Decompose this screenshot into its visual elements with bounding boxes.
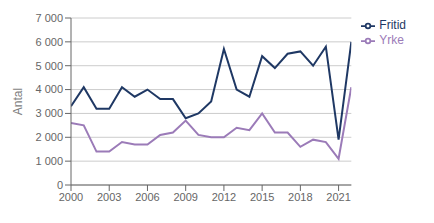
svg-text:6 000: 6 000 [35,36,63,48]
svg-text:7 000: 7 000 [35,12,63,24]
svg-text:2003: 2003 [97,191,121,203]
svg-text:2015: 2015 [250,191,274,203]
svg-text:2012: 2012 [212,191,236,203]
html-text:Fritid: Fritid [379,18,406,32]
svg-text:1 000: 1 000 [35,155,63,167]
svg-text:Antal: Antal [11,88,25,115]
svg-text:4 000: 4 000 [35,83,63,95]
svg-text:2 000: 2 000 [35,131,63,143]
svg-text:3 000: 3 000 [35,107,63,119]
svg-text:2009: 2009 [173,191,197,203]
html-text:Yrke: Yrke [379,32,404,47]
svg-text:2000: 2000 [59,191,83,203]
svg-text:2021: 2021 [326,191,350,203]
svg-text:2018: 2018 [288,191,312,203]
svg-text:0: 0 [57,179,63,191]
svg-text:2006: 2006 [135,191,159,203]
svg-text:5 000: 5 000 [35,60,63,72]
